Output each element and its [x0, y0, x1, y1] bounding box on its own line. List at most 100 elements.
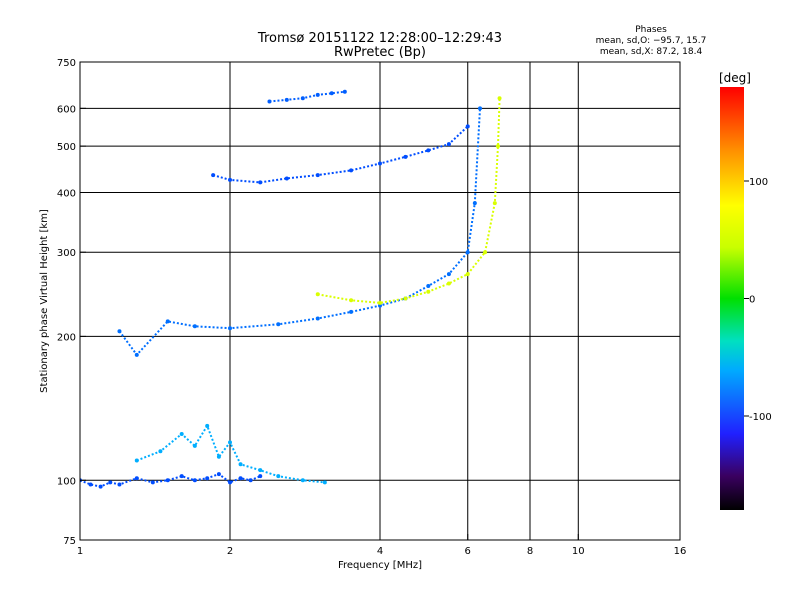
data-point [228, 440, 232, 445]
grid-lines [80, 62, 680, 540]
data-point [205, 476, 210, 481]
data-point [349, 168, 354, 173]
colorbar-tick-label: -100 [749, 412, 772, 423]
stats-o-mode: mean, sd,O: −95.7, 15.7 [596, 36, 707, 46]
stats-x-mode: mean, sd,X: 87.2, 18.4 [600, 47, 703, 57]
x-tick-label: 1 [77, 546, 83, 557]
x-axis: 1 2 4 6 8 10 16 [77, 534, 687, 557]
data-point [267, 99, 272, 104]
data-point [403, 154, 408, 159]
data-point [258, 474, 263, 479]
series-trace [269, 90, 345, 103]
data-point [238, 476, 243, 481]
colorbar [720, 87, 744, 510]
data-point [426, 148, 431, 153]
data-point [165, 319, 170, 324]
data-point [465, 250, 470, 255]
series-trace [212, 125, 469, 184]
stats-heading: Phases [635, 25, 667, 35]
data-point [349, 298, 354, 303]
data-point [238, 462, 243, 467]
data-point [446, 142, 451, 147]
data-point [134, 352, 139, 357]
data-point [134, 476, 139, 481]
series-group [211, 124, 470, 185]
data-point [492, 201, 497, 206]
y-tick-label: 75 [63, 536, 76, 547]
y-tick-label: 100 [57, 476, 76, 487]
colorbar-tick-label: 100 [749, 177, 768, 188]
data-point [426, 289, 431, 294]
series-trace [80, 472, 261, 488]
y-tick-label: 750 [57, 58, 76, 69]
x-tick-label: 4 [377, 546, 383, 557]
series-group [134, 423, 327, 485]
data-point [179, 474, 184, 479]
data-point [315, 316, 320, 321]
data-point [211, 173, 216, 178]
data-point [322, 480, 327, 485]
data-point [216, 472, 221, 477]
series-group [315, 96, 502, 305]
data-point [228, 480, 232, 485]
data-point [192, 324, 197, 329]
x-tick-label: 2 [227, 546, 233, 557]
x-tick-label: 16 [674, 546, 687, 557]
data-point [117, 329, 122, 334]
data-point [403, 296, 408, 301]
data-point [258, 468, 263, 473]
data-point [472, 201, 477, 206]
data-point [495, 144, 500, 149]
series-group [117, 106, 483, 357]
series-group [267, 89, 347, 104]
data-point [315, 173, 320, 178]
data-point [329, 91, 334, 96]
x-tick-label: 8 [527, 546, 533, 557]
data-point [117, 482, 122, 487]
colorbar-label: [deg] [719, 71, 751, 85]
data-point [483, 250, 488, 255]
data-point [315, 92, 320, 97]
data-point [315, 292, 320, 297]
data-point [478, 106, 483, 111]
y-axis-label: Stationary phase Virtual Height [km] [39, 209, 50, 393]
data-point [150, 480, 155, 485]
data-point [300, 96, 305, 101]
data-point [192, 478, 197, 483]
data-point [258, 180, 263, 185]
data-point [228, 177, 232, 182]
data-point [276, 322, 281, 327]
data-point [108, 480, 113, 485]
colorbar-tick-label: 0 [749, 295, 755, 306]
series-trace [317, 98, 501, 304]
x-tick-label: 6 [465, 546, 471, 557]
chart-title: Tromsø 20151122 12:28:00–12:29:43 [257, 31, 502, 46]
data-point [446, 281, 451, 286]
y-tick-label: 400 [57, 188, 76, 199]
data-point [88, 482, 93, 487]
data-points [80, 89, 502, 489]
data-point [378, 300, 382, 305]
data-point [98, 484, 103, 489]
colorbar-ticks: 100 0 -100 [744, 177, 772, 423]
y-tick-label: 500 [57, 142, 76, 153]
data-point [300, 478, 305, 483]
data-point [284, 176, 289, 181]
y-tick-label: 300 [57, 248, 76, 259]
data-point [446, 272, 451, 277]
series-trace [118, 108, 481, 357]
x-axis-label: Frequency [MHz] [338, 560, 422, 571]
data-point [349, 309, 354, 314]
data-point [216, 454, 221, 459]
data-point [276, 474, 281, 479]
data-point [228, 326, 232, 331]
data-point [465, 272, 470, 277]
y-tick-label: 200 [57, 332, 76, 343]
data-point [205, 423, 210, 428]
chart-subtitle: RwPretec (Bp) [334, 45, 426, 60]
data-point [378, 161, 382, 166]
data-point [465, 124, 470, 129]
y-axis: 75 100 200 300 400 500 600 750 [57, 58, 86, 547]
